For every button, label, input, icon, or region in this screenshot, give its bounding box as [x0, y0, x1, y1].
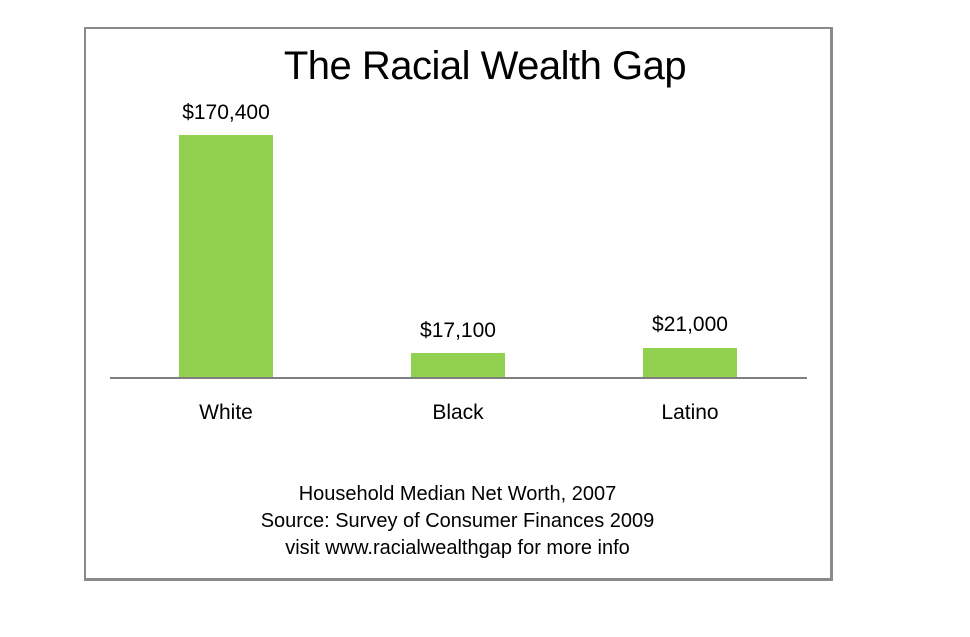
- category-label-latino: Latino: [661, 401, 719, 424]
- chart-footer: Household Median Net Worth, 2007 Source:…: [84, 481, 831, 562]
- value-label-white: $170,400: [182, 101, 270, 124]
- bar-latino: [643, 348, 737, 378]
- category-label-white: White: [199, 401, 253, 424]
- footer-info: visit www.racialwealthgap for more info: [285, 537, 630, 559]
- category-label-black: Black: [432, 401, 484, 424]
- footer-subtitle: Household Median Net Worth, 2007: [298, 483, 617, 505]
- x-axis-baseline: [110, 377, 807, 379]
- bar-white: [179, 135, 273, 378]
- chart-title: The Racial Wealth Gap: [283, 44, 687, 88]
- footer-source: Source: Survey of Consumer Finances 2009: [260, 510, 655, 532]
- value-label-latino: $21,000: [652, 313, 728, 336]
- value-label-black: $17,100: [420, 319, 496, 342]
- bar-black: [411, 353, 505, 378]
